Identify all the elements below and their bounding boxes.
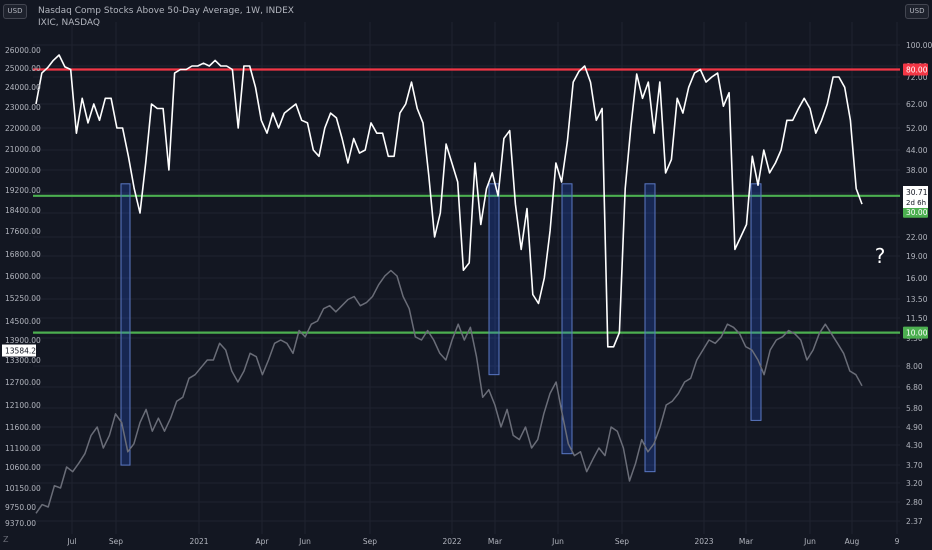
left-tick-label: 12100.00	[5, 401, 41, 410]
left-tick-label: 14500.00	[5, 317, 41, 326]
right-tick-label: 8.00	[906, 362, 923, 371]
right-tick-label: 3.70	[906, 461, 923, 470]
highlight-box	[750, 183, 762, 421]
hline-badge-label: 80.00	[906, 65, 928, 74]
chart-legend: Nasdaq Comp Stocks Above 50-Day Average,…	[38, 5, 294, 29]
left-tick-label: 11600.00	[5, 423, 41, 432]
grid	[33, 22, 900, 534]
right-tick-label: 6.80	[906, 383, 923, 392]
left-tick-label: 19200.00	[5, 186, 41, 195]
horizontal-levels	[33, 68, 900, 334]
right-currency-button[interactable]: USD	[905, 4, 929, 19]
left-tick-label: 13900.00	[5, 336, 41, 345]
x-tick-label: Jun	[298, 537, 311, 546]
chart-subtitle: IXIC, NASDAQ	[38, 18, 100, 28]
series-line-ixic	[35, 269, 863, 514]
hline-badge-box	[903, 326, 928, 339]
left-tick-label: 26000.00	[5, 46, 41, 55]
chart-title: Nasdaq Comp Stocks Above 50-Day Average,…	[38, 6, 294, 16]
x-tick-label: 2022	[442, 537, 461, 546]
left-last-value-label: 13584.23	[5, 347, 41, 356]
left-tick-label: 18400.00	[5, 206, 41, 215]
left-tick-label: 16000.00	[5, 272, 41, 281]
left-price-axis[interactable]: 26000.00 25000.00 24000.00 23000.00 22000.00…	[2, 46, 41, 528]
left-tick-label: 21000.00	[5, 145, 41, 154]
left-tick-label: 20000.00	[5, 166, 41, 175]
right-tick-label: 19.00	[906, 252, 928, 261]
right-last-value-label: 30.71	[906, 188, 928, 197]
left-tick-label: 9750.00	[5, 503, 36, 512]
right-tick-label: 5.80	[906, 404, 923, 413]
right-tick-label: 2.80	[906, 498, 923, 507]
time-axis[interactable]: Jul Sep 2021 Apr Jun Sep 2022 Mar Jun Sep 2023 Mar J…	[66, 537, 899, 546]
x-tick-label: Jul	[66, 537, 76, 546]
right-tick-label: 52.00	[906, 124, 928, 133]
hline-badge-label: 30.00	[906, 208, 928, 217]
series-line-breadth	[35, 54, 863, 348]
left-tick-label: 12700.00	[5, 378, 41, 387]
left-last-value-box	[2, 344, 36, 357]
left-tick-label: 9370.00	[5, 519, 36, 528]
right-tick-label: 62.00	[906, 100, 928, 109]
question-mark-annotation: ?	[875, 244, 886, 268]
right-tick-label: 22.00	[906, 233, 928, 242]
left-tick-label: 23000.00	[5, 103, 41, 112]
left-tick-label: 10150.00	[5, 484, 41, 493]
right-tick-label: 13.50	[906, 295, 928, 304]
highlight-box	[644, 183, 656, 473]
x-tick-label: Apr	[256, 537, 270, 546]
right-tick-label: 44.00	[906, 146, 928, 155]
left-tick-label: 11100.00	[5, 444, 41, 453]
right-price-axis[interactable]: 100.0084.0072.0062.0052.0044.0038.0026.0…	[903, 41, 932, 526]
right-tick-label: 2.37	[906, 517, 923, 526]
right-tick-label: 38.00	[906, 166, 928, 175]
x-tick-label: Sep	[109, 537, 123, 546]
right-tick-label: 100.00	[906, 41, 932, 50]
left-tick-label: 25000.00	[5, 64, 41, 73]
right-tick-label: 11.50	[906, 314, 928, 323]
highlight-box	[120, 183, 131, 466]
left-tick-label: 13300.00	[5, 356, 41, 365]
x-tick-label: Sep	[363, 537, 377, 546]
left-tick-label: 24000.00	[5, 83, 41, 92]
right-last-value-box	[903, 186, 928, 208]
right-tick-label: 4.90	[906, 423, 923, 432]
left-currency-button[interactable]: USD	[3, 4, 27, 19]
x-tick-label: Mar	[488, 537, 503, 546]
x-tick-label: Mar	[739, 537, 754, 546]
highlight-box	[561, 183, 573, 455]
hline-badge-box	[903, 63, 928, 76]
x-tick-label: 2023	[694, 537, 713, 546]
countdown-label: 2d 6h	[906, 199, 926, 207]
x-tick-label: Sep	[615, 537, 629, 546]
right-tick-label: 4.30	[906, 441, 923, 450]
left-tick-label: 22000.00	[5, 124, 41, 133]
hline-badge-box	[903, 205, 928, 218]
scale-button[interactable]: Z	[3, 535, 9, 544]
x-tick-label: Jun	[551, 537, 564, 546]
x-tick-label: Aug	[845, 537, 860, 546]
x-tick-label: 2021	[189, 537, 208, 546]
highlight-boxes	[120, 183, 762, 473]
x-tick-label: 9	[895, 537, 900, 546]
right-tick-label: 3.20	[906, 479, 923, 488]
series-layer	[35, 54, 863, 514]
x-tick-label: Jun	[803, 537, 816, 546]
hline-badge-label: 10.00	[906, 329, 928, 338]
left-tick-label: 10600.00	[5, 463, 41, 472]
left-tick-label: 16800.00	[5, 250, 41, 259]
right-tick-label: 72.00	[906, 73, 928, 82]
right-tick-label: 16.00	[906, 274, 928, 283]
highlight-box	[488, 183, 500, 376]
left-tick-label: 17600.00	[5, 227, 41, 236]
left-tick-label: 15250.00	[5, 294, 41, 303]
